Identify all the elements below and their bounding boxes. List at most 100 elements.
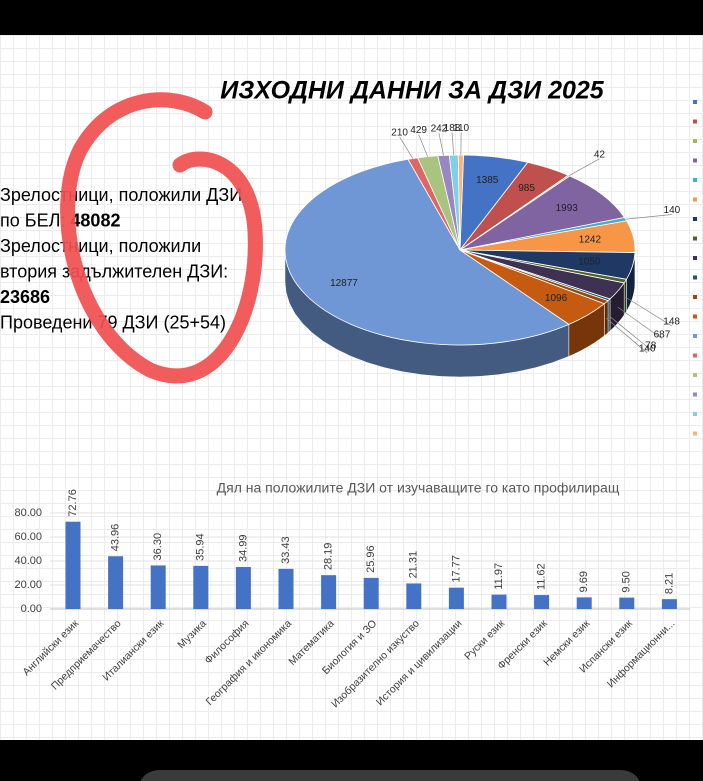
legend-marker	[693, 334, 697, 338]
bar-value-label: 11.97	[493, 563, 505, 590]
slice-label: 12877	[330, 278, 358, 289]
legend-marker	[693, 100, 697, 104]
bar-value-label: 34.99	[237, 534, 249, 562]
leader-line	[606, 317, 648, 354]
bar	[363, 577, 379, 609]
bar-value-label: 36.30	[152, 533, 164, 561]
bar-value-label: 25.96	[365, 545, 377, 573]
slice-label: 242	[431, 124, 448, 135]
bar-value-label: 35.94	[195, 533, 207, 561]
info-line: Зрелостници, положили	[0, 236, 201, 256]
y-tick-label: 80.00	[14, 507, 42, 519]
bar	[108, 556, 124, 609]
info-text-part: Проведени 79 ДЗИ (25+54)	[0, 312, 226, 332]
x-tick-label: Руски език	[462, 617, 507, 662]
info-line: Проведени 79 ДЗИ (25+54)	[0, 312, 226, 332]
slice-side	[623, 278, 627, 316]
legend-marker	[693, 373, 697, 377]
red-circle-annotation	[60, 92, 263, 384]
bar-value-label: 17.77	[450, 555, 462, 583]
bar	[619, 597, 635, 609]
info-text-part: втория задължителен ДЗИ:	[0, 261, 228, 281]
bar	[235, 567, 251, 609]
x-tick-label: История и цивилизации	[374, 618, 465, 709]
leader-line	[418, 134, 429, 157]
legend-marker	[693, 236, 697, 241]
top-bar	[0, 0, 703, 35]
bar-chart-title: Дял на положилите ДЗИ от изучаващите го …	[217, 480, 620, 496]
slice-label: 42	[594, 149, 606, 160]
info-text-part: Зрелостници, положили	[0, 236, 201, 256]
slice-label: 188	[444, 123, 461, 134]
y-tick-label: 0.00	[21, 603, 42, 615]
info-text-part: по БЕЛ:	[0, 210, 70, 230]
slice-label: 1096	[545, 293, 568, 304]
slice-side	[604, 300, 609, 337]
bar-value-label: 33.43	[280, 536, 292, 564]
x-tick-label: География и икономика	[204, 617, 295, 708]
legend-marker	[693, 178, 697, 182]
bar	[448, 587, 464, 609]
bar	[193, 565, 209, 609]
slice-label: 429	[410, 125, 427, 136]
leader-line	[399, 136, 414, 159]
x-tick-label: Изобразително изкуство	[329, 617, 422, 710]
bar-value-label: 72.76	[67, 489, 79, 517]
leader-line	[568, 158, 600, 176]
bar-value-label: 43.96	[110, 524, 122, 552]
bar	[150, 565, 166, 609]
slice-label: 140	[664, 205, 681, 216]
y-tick-label: 20.00	[14, 579, 42, 591]
slice-label: 1050	[578, 257, 601, 268]
slice-label: 78	[645, 340, 657, 351]
legend-marker	[693, 353, 697, 358]
slice-label: 148	[663, 316, 680, 327]
legend-marker	[693, 119, 697, 124]
bar	[491, 594, 507, 609]
legend-marker	[693, 275, 697, 280]
bar	[534, 595, 550, 609]
y-tick-label: 60.00	[14, 531, 42, 543]
legend-marker	[693, 314, 697, 319]
legend-marker	[693, 256, 697, 260]
bar-value-label: 9.69	[578, 571, 590, 592]
slice-label: 985	[518, 183, 535, 194]
info-text-part: Зрелостници, положили ДЗИ	[0, 185, 242, 205]
nav-handle	[140, 770, 640, 781]
pie-slice	[457, 154, 464, 251]
bar-value-label: 9.50	[621, 571, 633, 592]
slice-label: 110	[453, 123, 469, 134]
legend-marker	[693, 295, 697, 299]
leader-line	[451, 132, 455, 156]
legend-marker	[693, 431, 697, 436]
legend-marker	[693, 197, 697, 202]
info-line: 23686	[0, 287, 50, 307]
slice-label: 210	[391, 128, 408, 139]
legend-marker	[693, 412, 697, 416]
bar	[65, 521, 81, 609]
pie-slice	[284, 158, 570, 346]
info-number: 23686	[0, 287, 50, 307]
legend-marker	[693, 392, 697, 397]
slide	[0, 35, 703, 740]
bar-chart: Дял на положилите ДЗИ от изучаващите го …	[14, 480, 690, 710]
legend-marker	[693, 158, 697, 163]
bar-value-label: 21.31	[408, 551, 420, 579]
leader-line	[438, 132, 444, 156]
bar	[406, 583, 422, 609]
bar	[321, 575, 337, 609]
slice-side	[607, 298, 611, 334]
slice-label: 687	[654, 329, 671, 340]
info-line: втория задължителен ДЗИ:	[0, 261, 228, 281]
leader-line	[608, 315, 651, 351]
info-text: Зрелостници, положили ДЗИ по БЕЛ: 48082 Зр…	[0, 185, 242, 333]
bar	[278, 568, 294, 609]
legend-marker	[693, 139, 697, 143]
bar	[576, 597, 592, 609]
bar	[661, 599, 677, 609]
bar-value-label: 11.62	[536, 563, 548, 590]
slice-label: 1993	[556, 203, 579, 214]
